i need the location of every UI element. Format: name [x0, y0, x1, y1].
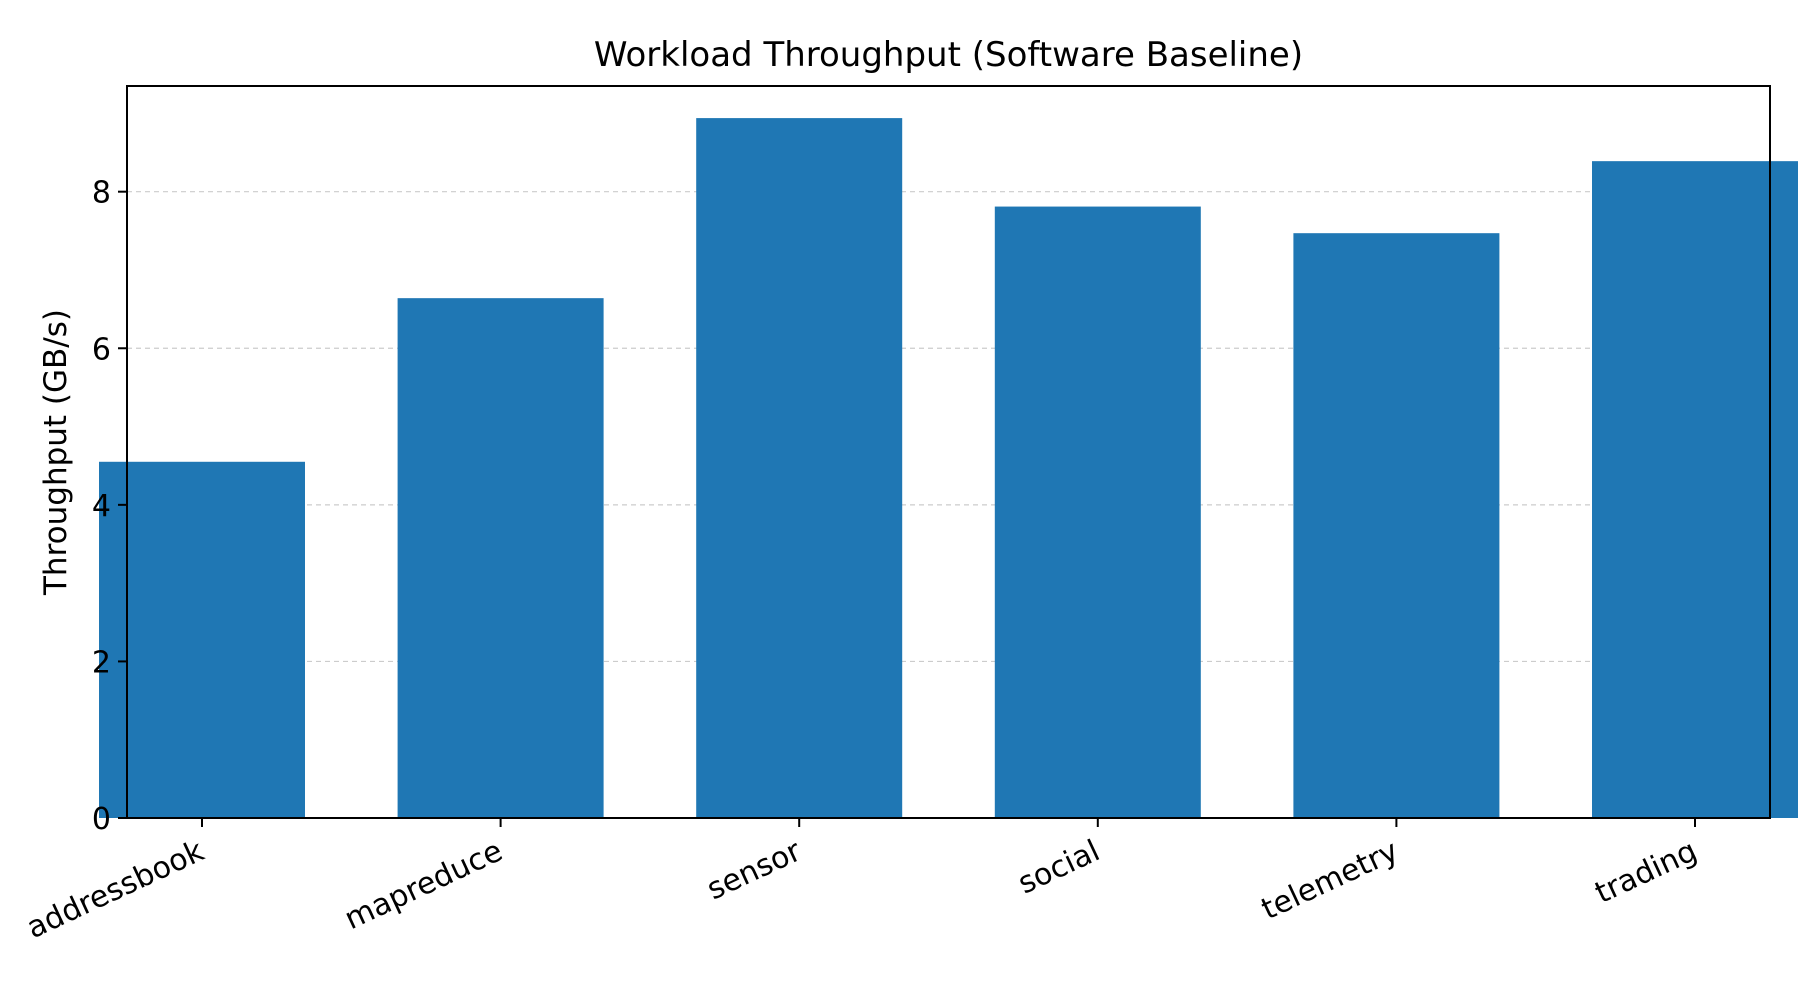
x-tick-label-sensor: sensor [702, 833, 807, 907]
x-tick-label-telemetry: telemetry [1256, 834, 1404, 928]
y-tick-label: 8 [92, 176, 111, 211]
y-axis-label: Throughput (GB/s) [38, 309, 74, 596]
x-tick-label-mapreduce: mapreduce [339, 834, 508, 937]
y-tick-label: 0 [92, 802, 111, 837]
bar-mapreduce [397, 298, 604, 818]
bars [99, 118, 1798, 819]
x-tick-label-trading: trading [1590, 834, 1703, 911]
y-axis-ticks: 0 2 4 6 8 [92, 176, 127, 837]
y-tick-label: 6 [92, 332, 111, 367]
bar-telemetry [1293, 233, 1500, 819]
x-tick-label-addressbook: addressbook [21, 833, 209, 946]
plot-frame [126, 85, 1771, 819]
bar-trading [1592, 161, 1798, 818]
y-tick-label: 2 [92, 645, 111, 680]
x-tick-label-social: social [1013, 834, 1105, 902]
y-tick-label: 4 [92, 489, 111, 524]
bar-addressbook [99, 461, 305, 818]
x-axis-ticks: addressbook mapreduce sensor social telemetr… [21, 818, 1702, 946]
chart-title: Workload Throughput (Software Baseline) [594, 35, 1303, 75]
bar-social [994, 206, 1201, 819]
grid-lines [127, 191, 1770, 663]
bar-sensor [696, 118, 903, 819]
